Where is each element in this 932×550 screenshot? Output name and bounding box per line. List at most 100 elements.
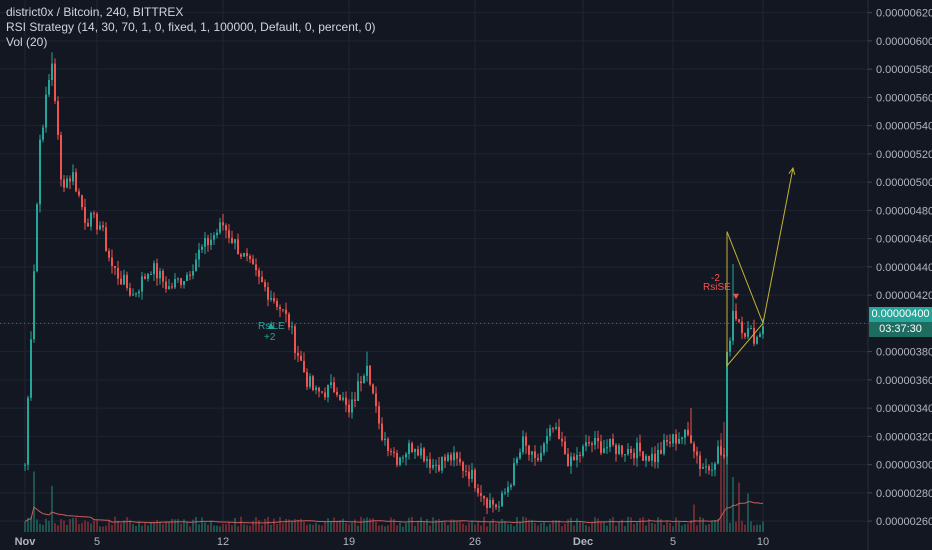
volume-bar [177, 519, 179, 532]
candle-body [408, 443, 410, 454]
volume-bar [576, 518, 578, 532]
candle-body [147, 274, 149, 279]
volume-bar [267, 516, 269, 532]
candle-body [414, 449, 416, 452]
volume-bar [327, 518, 329, 532]
candle-body [735, 310, 737, 320]
candle-body [492, 499, 494, 505]
volume-bar [207, 524, 209, 532]
volume-bar [306, 525, 308, 532]
candle-body [534, 451, 536, 459]
volume-bar [69, 519, 71, 532]
candle-body [591, 443, 593, 445]
volume-bar [162, 523, 164, 532]
volume-bar [150, 522, 152, 532]
volume-bar [735, 521, 737, 532]
candle-body [453, 452, 455, 461]
volume-bar [636, 522, 638, 532]
strategy-title[interactable]: RSI Strategy (14, 30, 70, 1, 0, fixed, 1… [6, 20, 376, 34]
volume-bar [531, 519, 533, 532]
price-tick-label: 0.00000320 [876, 431, 932, 443]
candle-body [384, 438, 386, 441]
candle-body [447, 454, 449, 461]
candle-body [549, 428, 551, 437]
volume-bar [564, 523, 566, 532]
candle-body [645, 455, 647, 461]
candle-body [585, 442, 587, 447]
volume-bar [309, 524, 311, 532]
volume-bar [468, 522, 470, 532]
candle-body [744, 333, 746, 337]
volume-bar [144, 523, 146, 532]
volume-bar [684, 524, 686, 532]
candlesticks [24, 52, 764, 515]
candle-body [171, 286, 173, 288]
volume-bar [624, 526, 626, 532]
volume-bar [168, 521, 170, 532]
volume-bar [372, 518, 374, 532]
volume-bar [567, 519, 569, 532]
volume-bar [669, 522, 671, 532]
time-axis[interactable]: Nov 5 12 19 26 Dec 5 10 [15, 536, 770, 548]
candle-body [60, 134, 62, 180]
candle-body [477, 488, 479, 494]
candle-body [99, 225, 101, 230]
short-entry-qty: -2 [711, 273, 720, 284]
volume-bar [690, 519, 692, 532]
candle-body [381, 423, 383, 441]
candle-body [459, 458, 461, 463]
candle-body [495, 504, 497, 508]
candle-body [243, 252, 245, 257]
volume-bar [147, 525, 149, 532]
candle-body [288, 314, 290, 328]
candle-body [321, 391, 323, 393]
symbol-title[interactable]: district0x / Bitcoin, 240, BITTREX [6, 5, 184, 19]
volume-title[interactable]: Vol (20) [6, 35, 48, 49]
candle-body [726, 351, 728, 457]
volume-bar [48, 520, 50, 532]
volume-bar [588, 526, 590, 532]
volume-bar [606, 525, 608, 532]
volume-bar [312, 524, 314, 532]
volume-bar [237, 526, 239, 532]
candle-body [339, 394, 341, 400]
trend-drawings[interactable] [726, 166, 796, 368]
price-tick-label: 0.00000560 [876, 92, 932, 104]
candle-body [582, 446, 584, 456]
volume-bar [585, 525, 587, 532]
candle-body [393, 451, 395, 454]
candle-body [258, 270, 260, 277]
candle-body [90, 212, 92, 227]
volume-bar [60, 519, 62, 532]
volume-bar [351, 522, 353, 532]
candle-body [663, 440, 665, 454]
volume-bar [558, 520, 560, 532]
candle-body [138, 291, 140, 294]
volume-bar [579, 521, 581, 532]
candle-body [717, 446, 719, 464]
candle-body [78, 191, 80, 196]
candle-body [345, 397, 347, 405]
volume-bar [618, 521, 620, 532]
candle-body [51, 63, 53, 80]
volume-bar [213, 525, 215, 532]
candle-body [423, 448, 425, 462]
volume-bar [657, 517, 659, 532]
candle-body [741, 321, 743, 334]
volume-bar [279, 517, 281, 532]
price-axis[interactable]: 0.00000620 0.00000600 0.00000580 0.00000560… [868, 8, 932, 528]
candle-body [489, 499, 491, 508]
candle-body [402, 457, 404, 459]
candle-body [81, 195, 83, 208]
volume-bar [678, 521, 680, 532]
candle-body [198, 249, 200, 260]
volume-bar [171, 518, 173, 532]
volume-bar [300, 518, 302, 532]
candle-body [30, 339, 32, 398]
volume-bar [357, 525, 359, 532]
candle-body [357, 381, 359, 401]
candle-body [240, 254, 242, 257]
candle-body [66, 178, 68, 188]
volume-bar [195, 516, 197, 532]
